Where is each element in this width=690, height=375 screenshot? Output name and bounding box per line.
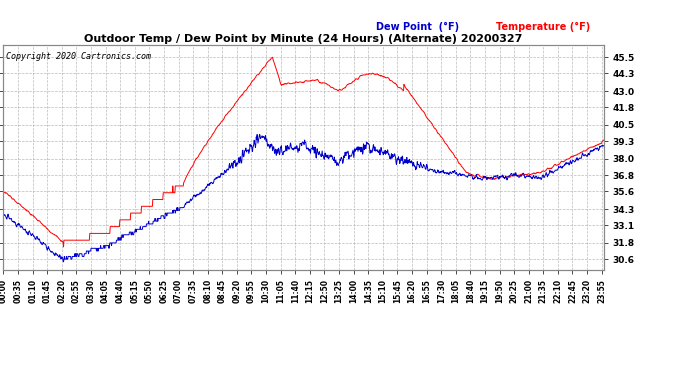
Text: Temperature (°F): Temperature (°F) xyxy=(495,21,590,32)
Title: Outdoor Temp / Dew Point by Minute (24 Hours) (Alternate) 20200327: Outdoor Temp / Dew Point by Minute (24 H… xyxy=(84,34,523,44)
Text: Dew Point  (°F): Dew Point (°F) xyxy=(375,21,459,32)
Text: Copyright 2020 Cartronics.com: Copyright 2020 Cartronics.com xyxy=(6,52,151,61)
